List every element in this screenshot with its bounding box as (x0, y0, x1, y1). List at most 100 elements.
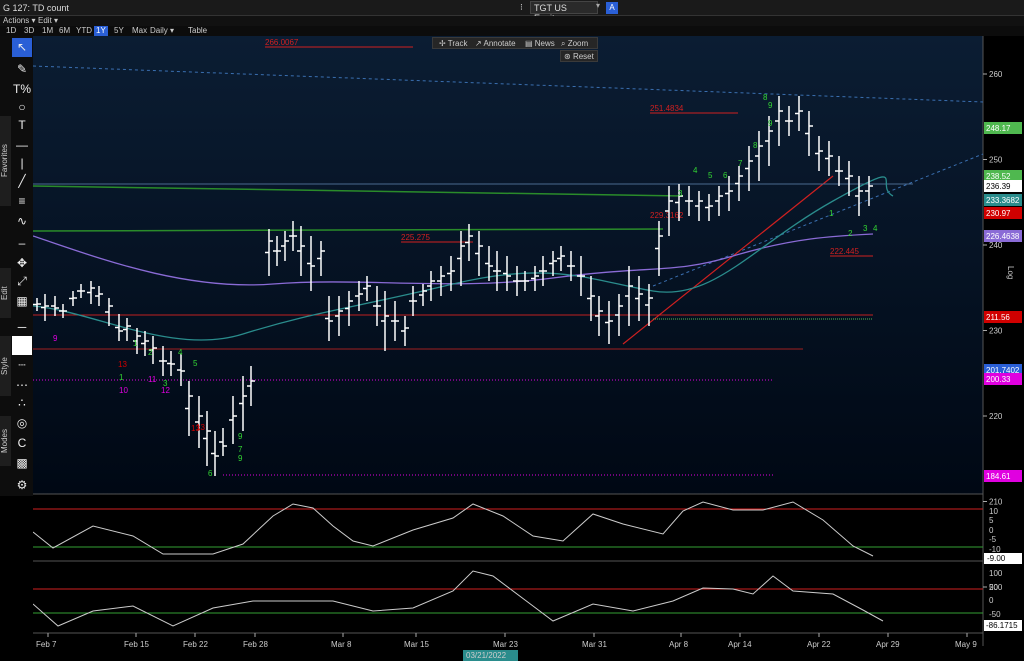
move-icon[interactable]: ✥ (16, 256, 28, 270)
price-tag-label: 248.17 (986, 124, 1011, 133)
width-icon[interactable]: ─ (17, 320, 27, 334)
favorites-section-label[interactable]: Favorites (0, 116, 11, 206)
track-button[interactable]: ✢ Track (439, 39, 468, 48)
actions-menu[interactable]: Actions ▾ (3, 16, 36, 25)
level-label: 266.0067 (265, 38, 299, 47)
x-tick-label: Mar 23 (493, 640, 518, 649)
range-6m[interactable]: 6M (59, 26, 71, 35)
td-count-label: 8 (753, 141, 758, 150)
td-count-label: 4 (873, 224, 878, 233)
cursor-date-box (463, 650, 518, 661)
td-count-label: 4 (693, 166, 698, 175)
price-tag-box (984, 194, 1022, 206)
eraser-icon[interactable]: – (18, 236, 26, 250)
level-label: 225.275 (401, 233, 430, 242)
cursor-date-label: 03/21/2022 (466, 651, 507, 660)
annotate-button[interactable]: ↗ Annotate (475, 39, 516, 48)
grid-icon[interactable]: ▩ (16, 456, 28, 470)
color-icon[interactable] (12, 336, 32, 355)
log-scale-label: Log (1006, 266, 1015, 279)
td-count-label: 3 (863, 224, 868, 233)
osc1-tag-label: -9.00 (987, 554, 1006, 563)
pen-icon[interactable]: ✎ (16, 62, 28, 76)
td-count-label: 6 (723, 171, 728, 180)
window-title: G 127: TD count (3, 3, 69, 13)
zigzag-icon[interactable]: ∿ (16, 214, 28, 228)
text-icon[interactable]: T (18, 118, 26, 132)
td-count-label: 3 (163, 379, 168, 388)
td-count-label: 8 (763, 93, 768, 102)
channel-icon[interactable]: ≡ (18, 194, 26, 208)
green-support-line (33, 228, 664, 232)
osc2-tag-label: -86.1715 (986, 621, 1018, 630)
style-section-label[interactable]: Style (0, 336, 11, 396)
range-5y[interactable]: 5Y (114, 26, 124, 35)
reset-icon: ⊛ (564, 52, 571, 61)
reset-label: Reset (572, 52, 594, 61)
x-tick-label: Apr 14 (728, 640, 752, 649)
zoom-button[interactable]: ⌕ Zoom (561, 39, 589, 48)
ticker-go-button[interactable]: A (606, 2, 618, 14)
horizontal-line-icon[interactable]: — (16, 138, 28, 152)
td-count-label: 2 (148, 348, 153, 357)
level-label: 251.4834 (650, 104, 684, 113)
range-3d[interactable]: 3D (24, 26, 35, 35)
oscillator-1-panel (33, 495, 983, 561)
vertical-line-icon[interactable]: | (20, 156, 24, 170)
td-count-label: 9 (768, 119, 773, 128)
price-tag-box (984, 470, 1022, 482)
dash-icon[interactable]: ┈ (18, 358, 26, 372)
osc1-line (33, 501, 874, 557)
news-button[interactable]: ▤ News (525, 39, 555, 48)
pattern-icon[interactable]: ▦ (16, 294, 28, 308)
x-tick-label: Feb 7 (36, 640, 57, 649)
range-1m[interactable]: 1M (42, 26, 54, 35)
range-ytd[interactable]: YTD (76, 26, 92, 35)
range-table[interactable]: Table (188, 26, 208, 35)
resize-icon[interactable]: ⤢ (17, 274, 27, 288)
dotted-icon[interactable]: ⋯ (16, 378, 28, 392)
price-tag-box (984, 311, 1022, 323)
price-tick-label: 240 (989, 241, 1003, 250)
magnet-icon[interactable]: ∴ (18, 396, 26, 410)
x-tick-label: Mar 15 (404, 640, 429, 649)
ellipse-icon[interactable]: ○ (18, 100, 26, 114)
osc1-tick-label: -10 (989, 545, 1001, 554)
range-selector: 1D 3D 1M 6M YTD 1Y 5Y Max Daily ▾ Table (0, 26, 1024, 36)
chart-toolbar: ✢ Track ↗ Annotate ▤ News ⌕ Zoom (432, 37, 598, 49)
td-count-label: 1 (133, 339, 138, 348)
range-1d[interactable]: 1D (6, 26, 17, 35)
reset-button[interactable]: ⊛ Reset (560, 50, 598, 62)
lock-icon[interactable]: C (17, 436, 27, 450)
osc2-tick-label: 0 (989, 596, 994, 605)
ma-200-line (33, 233, 874, 286)
settings-icon[interactable]: ⚙ (16, 478, 28, 492)
title-bar: G 127: TD count ⁝ TGT US Equity ▾ A (0, 0, 1024, 23)
price-tag-label: 200.33 (986, 375, 1011, 384)
ticker-dropdown-icon[interactable]: ▾ (596, 1, 601, 10)
x-tick-label: Mar 8 (331, 640, 352, 649)
modes-section-label[interactable]: Modes (0, 416, 11, 466)
td-count-label: 6 (208, 469, 213, 478)
osc1-tick-label: 5 (989, 516, 994, 525)
edit-section-label[interactable]: Edit (0, 268, 11, 318)
pointer-icon[interactable]: ↖ (12, 38, 32, 57)
td-count-label: 13 (191, 424, 200, 433)
x-tick-label: Apr 22 (807, 640, 831, 649)
track-label: Track (447, 39, 468, 48)
range-daily[interactable]: Daily ▾ (150, 26, 175, 35)
snap-icon[interactable]: ◎ (16, 416, 28, 430)
fib-icon[interactable]: T% (13, 82, 31, 96)
td-count-label: 9 (238, 432, 243, 441)
price-tag-box (984, 373, 1022, 385)
range-max[interactable]: Max (132, 26, 148, 35)
range-1y[interactable]: 1Y (94, 26, 108, 36)
trendline-icon[interactable]: ╱ (18, 174, 26, 188)
td-count-label: 10 (119, 386, 128, 395)
ticker-input[interactable]: TGT US Equity (530, 1, 598, 23)
edit-menu[interactable]: Edit ▾ (38, 16, 59, 25)
ma-50-line (33, 176, 894, 341)
price-tick-label: 230 (989, 327, 1003, 336)
